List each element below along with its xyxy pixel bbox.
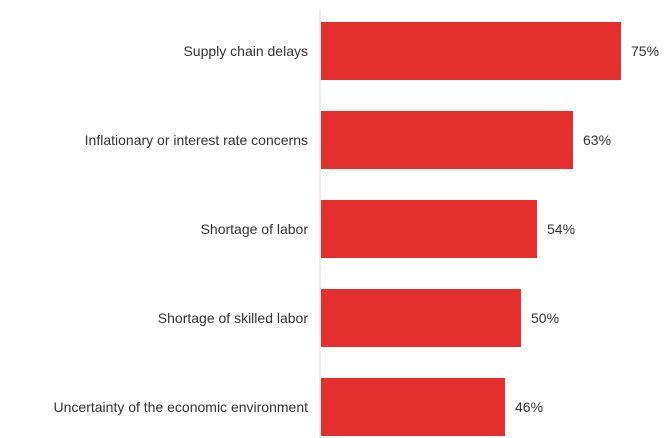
category-label-1: Supply chain delays <box>183 43 308 59</box>
value-label-2: 63% <box>583 132 611 148</box>
bar-group: Supply chain delays 75% Inflationary or in… <box>54 22 659 436</box>
category-label-5: Uncertainty of the economic environment <box>54 399 309 415</box>
bar-4 <box>321 289 521 347</box>
bar-1 <box>321 22 621 80</box>
value-label-3: 54% <box>547 221 575 237</box>
bar-2 <box>321 111 573 169</box>
category-label-4: Shortage of skilled labor <box>158 310 309 326</box>
category-label-2: Inflationary or interest rate concerns <box>85 132 308 148</box>
value-label-5: 46% <box>515 399 543 415</box>
bar-3 <box>321 200 537 258</box>
value-label-4: 50% <box>531 310 559 326</box>
bar-5 <box>321 378 505 436</box>
category-label-3: Shortage of labor <box>201 221 309 237</box>
value-label-1: 75% <box>631 43 659 59</box>
